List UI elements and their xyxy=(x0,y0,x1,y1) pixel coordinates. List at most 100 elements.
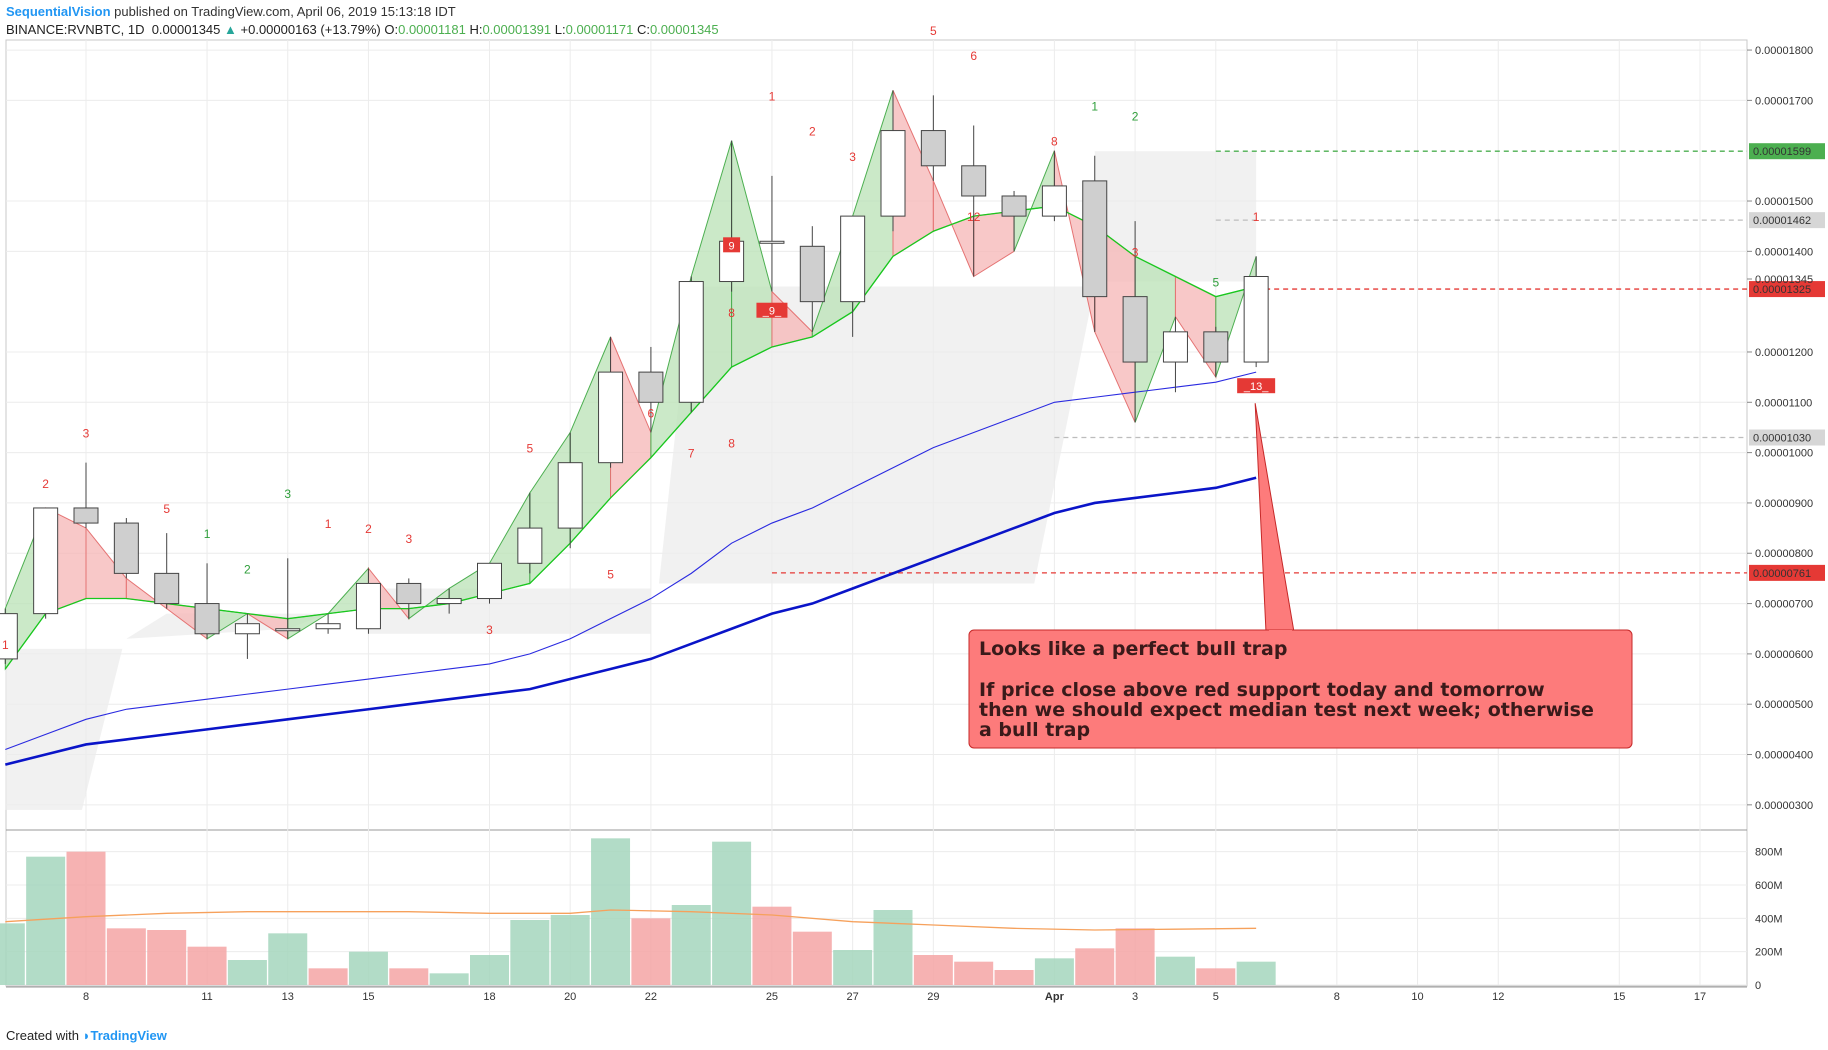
marker-text: _13_ xyxy=(1243,381,1269,393)
symbol-label: BINANCE:RVNBTC, 1D xyxy=(6,22,145,37)
candle-body xyxy=(638,371,664,403)
low-value: 0.00001171 xyxy=(565,22,634,37)
count-label-red: 5 xyxy=(607,567,614,581)
y-tick-label: 0.00001200 xyxy=(1755,347,1813,359)
count-label-red: 3 xyxy=(83,427,90,441)
count-label-red: 3 xyxy=(849,150,856,164)
x-tick-label: 15 xyxy=(1613,991,1625,1003)
x-tick-label: 10 xyxy=(1411,991,1423,1003)
candle-body xyxy=(477,562,502,600)
y-tick-label: 0.00001100 xyxy=(1755,397,1812,409)
marker-text: _9_ xyxy=(762,306,782,318)
volume-bar xyxy=(550,915,590,985)
callout-text-3: then we should expect median test next w… xyxy=(979,699,1594,721)
candle-body xyxy=(436,598,462,605)
count-label-red: 1 xyxy=(769,89,776,103)
candles xyxy=(0,90,1269,664)
candle-body xyxy=(799,245,825,303)
high-value: 0.00001391 xyxy=(482,22,552,37)
candle-body xyxy=(1001,195,1027,217)
vol-tick-label: 400M xyxy=(1755,913,1783,925)
y-tick-label: 0.00000700 xyxy=(1755,599,1813,611)
candle-body xyxy=(194,603,220,635)
symbol-line: BINANCE:RVNBTC, 1D 0.00001345 ▲ +0.00000… xyxy=(6,22,719,37)
volume-bar xyxy=(833,950,873,985)
price-label-text: 0.00001030 xyxy=(1753,433,1811,445)
x-tick-label: 18 xyxy=(483,991,495,1003)
candle-body xyxy=(1041,185,1067,217)
y-tick-label: 0.00000500 xyxy=(1755,699,1813,711)
candle-body xyxy=(961,165,987,197)
x-tick-label: 20 xyxy=(564,991,576,1003)
author-link[interactable]: SequentialVision xyxy=(6,4,111,19)
count-label-red: 8 xyxy=(728,306,735,320)
volume-bar xyxy=(1115,928,1155,985)
candle-body xyxy=(1162,331,1188,363)
x-tick-label: 22 xyxy=(645,991,657,1003)
x-tick-label: 25 xyxy=(766,991,778,1003)
x-tick-label: 27 xyxy=(847,991,859,1003)
count-label-red: 3 xyxy=(405,532,412,546)
candle-body xyxy=(1243,275,1269,363)
count-label-red: 2 xyxy=(42,477,49,491)
x-tick-label: 29 xyxy=(927,991,939,1003)
footer-created: Created with xyxy=(6,1028,79,1043)
volume-bar xyxy=(631,918,671,985)
volume-bar xyxy=(1075,948,1115,985)
count-label-red: 8 xyxy=(1051,135,1058,149)
candle-body xyxy=(557,462,583,529)
candle-body xyxy=(113,522,139,574)
count-label-green: 2 xyxy=(244,562,251,576)
y-tick-label: 0.00001800 xyxy=(1755,45,1813,57)
count-label-red: 5 xyxy=(930,24,937,38)
x-tick-label: Apr xyxy=(1045,991,1065,1003)
count-label-green: 3 xyxy=(284,487,291,501)
band-4 xyxy=(658,286,1095,584)
background-bands xyxy=(5,151,1257,810)
count-label-red: 2 xyxy=(809,125,816,139)
footer: Created with ◗TradingView xyxy=(6,1028,167,1043)
candle-body xyxy=(678,281,704,403)
candle-body xyxy=(880,130,906,217)
x-tick-label: 3 xyxy=(1132,991,1138,1003)
footer-brand[interactable]: TradingView xyxy=(90,1028,167,1043)
vol-tick-label: 0 xyxy=(1755,980,1761,992)
tradingview-logo-icon: ◗ xyxy=(82,1028,91,1043)
volume-bar xyxy=(873,910,913,985)
volume-bar xyxy=(792,931,832,985)
callout-box xyxy=(968,629,1633,749)
y-tick-label: 0.00001700 xyxy=(1755,95,1813,107)
count-label-green: 2 xyxy=(1132,110,1139,124)
count-label-red: 1 xyxy=(1253,210,1260,224)
volume-bar xyxy=(389,968,429,985)
price-label-box xyxy=(1749,429,1825,446)
x-tick-label: 12 xyxy=(1492,991,1504,1003)
x-tick-label: 8 xyxy=(83,991,89,1003)
count-label-red: 1 xyxy=(2,638,9,652)
axes: 0.00001800 0.00001700 0.00001500 0.00001400… xyxy=(83,45,1813,1003)
candle-body xyxy=(920,130,946,167)
count-label-red: 1 xyxy=(325,517,332,531)
marker-box xyxy=(756,302,788,318)
callout-text-4: a bull trap xyxy=(979,719,1090,741)
count-label-red: 12 xyxy=(967,210,981,224)
y-tick-label: 0.00001345 xyxy=(1755,274,1813,286)
count-label-red: 2 xyxy=(365,522,372,536)
volume-bar xyxy=(308,968,348,985)
marker-text: 9 xyxy=(729,240,735,252)
count-label-green: 1 xyxy=(1091,99,1098,113)
count-label-red: 5 xyxy=(527,442,534,456)
count-label-red: 3 xyxy=(1132,245,1139,259)
candle-body xyxy=(355,582,381,630)
candle-body xyxy=(315,623,341,630)
callout-text-1: Looks like a perfect bull trap xyxy=(979,638,1287,660)
annotation[interactable]: Looks like a perfect bull trap If price c… xyxy=(968,403,1633,749)
publish-line: SequentialVision published on TradingVie… xyxy=(6,4,456,19)
candle-body xyxy=(1122,296,1148,363)
volume-bar xyxy=(1155,956,1195,985)
candle-body xyxy=(759,240,785,244)
count-label-red: 7 xyxy=(688,447,695,461)
candle-body xyxy=(1203,331,1229,363)
